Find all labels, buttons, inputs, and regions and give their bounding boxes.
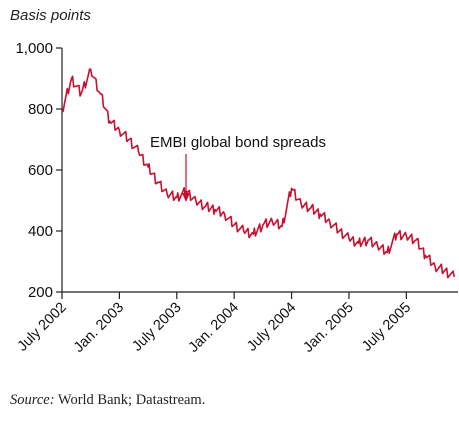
y-tick-label: 1,000 bbox=[15, 40, 53, 57]
y-tick-label: 400 bbox=[28, 223, 53, 240]
annotation-label: EMBI global bond spreads bbox=[150, 134, 326, 151]
series-line bbox=[61, 68, 455, 279]
y-tick-label: 200 bbox=[28, 284, 53, 301]
x-tick-label: July 2002 bbox=[15, 300, 70, 355]
x-axis: July 2002 Jan. 2003 July 2003 Jan. 2004 July… bbox=[15, 291, 458, 356]
y-axis-label: Basis points bbox=[10, 7, 91, 24]
x-tick-label: July 2004 bbox=[244, 300, 299, 355]
x-tick-label: Jan. 2005 bbox=[300, 300, 356, 356]
annotation: EMBI global bond spreads bbox=[150, 134, 326, 202]
y-tick-label: 800 bbox=[28, 101, 53, 118]
x-tick-label: Jan. 2004 bbox=[186, 300, 242, 356]
x-tick-label: Jan. 2003 bbox=[71, 300, 127, 356]
y-axis: 200 400 600 800 1,000 bbox=[15, 40, 63, 301]
source-note: Source: World Bank; Datastream. bbox=[10, 392, 205, 409]
source-label: Source: bbox=[10, 392, 55, 408]
annotation-arrow-head bbox=[182, 193, 190, 202]
source-text: World Bank; Datastream. bbox=[54, 392, 206, 408]
y-tick-label: 600 bbox=[28, 162, 53, 179]
x-tick-label: July 2005 bbox=[359, 300, 414, 355]
x-tick-label: July 2003 bbox=[129, 300, 184, 355]
